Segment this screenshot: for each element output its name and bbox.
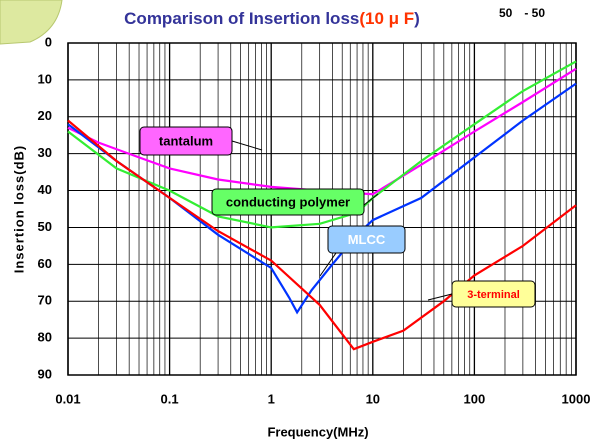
corner-note: 50 - 50 (499, 6, 545, 20)
x-tick-label: 10 (366, 391, 380, 406)
series-label-box (211, 188, 365, 216)
y-tick-label: 50 (38, 219, 52, 234)
logo-fragment (0, 0, 63, 45)
y-tick-label: 10 (38, 71, 52, 86)
y-tick-label: 90 (38, 366, 52, 381)
x-tick-label: 1 (268, 391, 275, 406)
y-tick-label: 20 (38, 108, 52, 123)
series-line (67, 119, 577, 351)
series-label: MLCC (348, 232, 386, 247)
x-tick-label: 100 (464, 391, 486, 406)
y-tick-label: 80 (38, 330, 52, 345)
title-paren: ( (359, 9, 365, 28)
x-tick-label: 1000 (562, 391, 591, 406)
title-text: Comparison of Insertion loss (124, 9, 359, 28)
series-label-box (327, 225, 406, 254)
x-tick-label: 0.1 (161, 391, 179, 406)
label-leader (231, 140, 263, 151)
title-paren: ) (414, 9, 420, 28)
title-highlight: 10 μ F (365, 9, 414, 28)
x-tick-label: 0.01 (55, 391, 80, 406)
series-label-box (139, 126, 233, 156)
series-label: tantalum (159, 133, 213, 148)
y-tick-label: 30 (38, 145, 52, 160)
y-tick-label: 0 (45, 34, 52, 49)
series-line (67, 60, 577, 229)
label-leader (319, 252, 337, 277)
label-leader (427, 293, 453, 301)
y-tick-label: 60 (38, 256, 52, 271)
y-tick-label: 40 (38, 182, 52, 197)
series-label-box (451, 280, 536, 308)
label-leader (363, 193, 379, 206)
chart-title: Comparison of Insertion loss(10 μ F) (124, 9, 420, 28)
series-label: conducting polymer (226, 194, 350, 209)
y-axis-label: Insertion loss(dB) (11, 145, 26, 274)
x-axis-label: Frequency(MHz) (267, 424, 368, 439)
series-label: 3-terminal (467, 289, 520, 301)
y-tick-label: 70 (38, 293, 52, 308)
